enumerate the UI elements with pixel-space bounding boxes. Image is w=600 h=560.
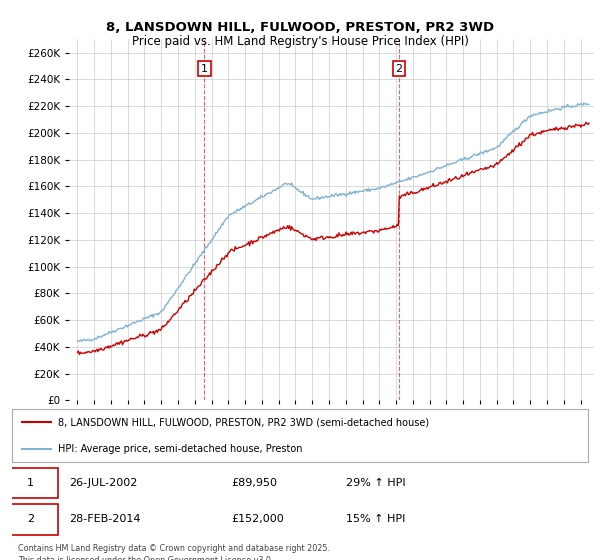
Text: 26-JUL-2002: 26-JUL-2002 bbox=[70, 478, 138, 488]
Text: £152,000: £152,000 bbox=[231, 515, 284, 524]
Text: Contains HM Land Registry data © Crown copyright and database right 2025.
This d: Contains HM Land Registry data © Crown c… bbox=[18, 544, 330, 560]
FancyBboxPatch shape bbox=[4, 468, 58, 498]
Text: 2: 2 bbox=[395, 64, 403, 73]
Text: 1: 1 bbox=[27, 478, 34, 488]
Text: 29% ↑ HPI: 29% ↑ HPI bbox=[346, 478, 406, 488]
Text: £89,950: £89,950 bbox=[231, 478, 277, 488]
Text: 2: 2 bbox=[27, 515, 34, 524]
Text: 8, LANSDOWN HILL, FULWOOD, PRESTON, PR2 3WD: 8, LANSDOWN HILL, FULWOOD, PRESTON, PR2 … bbox=[106, 21, 494, 34]
Text: Price paid vs. HM Land Registry's House Price Index (HPI): Price paid vs. HM Land Registry's House … bbox=[131, 35, 469, 48]
Text: HPI: Average price, semi-detached house, Preston: HPI: Average price, semi-detached house,… bbox=[58, 444, 302, 454]
Text: 8, LANSDOWN HILL, FULWOOD, PRESTON, PR2 3WD (semi-detached house): 8, LANSDOWN HILL, FULWOOD, PRESTON, PR2 … bbox=[58, 417, 429, 427]
Text: 15% ↑ HPI: 15% ↑ HPI bbox=[346, 515, 406, 524]
Text: 28-FEB-2014: 28-FEB-2014 bbox=[70, 515, 141, 524]
FancyBboxPatch shape bbox=[12, 409, 588, 462]
FancyBboxPatch shape bbox=[4, 504, 58, 535]
Text: 1: 1 bbox=[201, 64, 208, 73]
